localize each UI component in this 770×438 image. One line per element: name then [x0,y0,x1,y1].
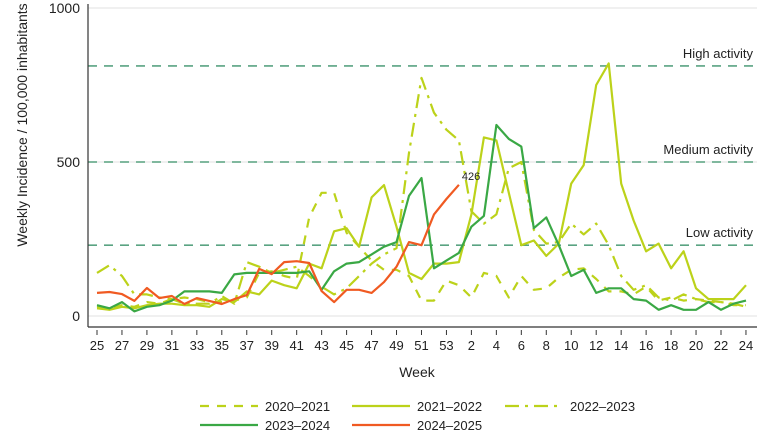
x-tick-label: 51 [414,338,428,353]
activity-thresholds: High activity Medium activity Low activity [88,46,757,246]
latest-value-annotation: 426 [462,171,480,183]
legend: 2020–2021 2021–2022 2022–2023 2023–2024 2024… [200,399,635,433]
series-line-2023–2024 [96,123,747,313]
x-axis-label: Week [399,364,436,380]
x-tick-label: 8 [543,338,550,353]
series-lines [96,62,747,313]
x-tick-label: 14 [614,338,628,353]
y-tick-label: 1000 [49,0,80,16]
x-tick-label: 41 [289,338,303,353]
axes: 25 27 29 31 33 35 37 39 41 43 45 47 49 51 53 2 4 6 8 10 12 14… [87,4,757,353]
x-tick-label: 2 [468,338,475,353]
threshold-label: High activity [683,46,754,61]
y-tick-label: 500 [57,154,81,170]
legend-label: 2021–2022 [417,399,482,414]
legend-label: 2022–2023 [570,399,635,414]
series-line-2020–2021 [96,191,746,310]
x-tick-label: 49 [389,338,403,353]
x-tick-label: 27 [115,338,129,353]
x-tick-label: 29 [140,338,154,353]
x-tick-label: 53 [439,338,453,353]
x-tick-label: 25 [90,338,104,353]
x-tick-label: 16 [639,338,653,353]
x-tick-label: 4 [493,338,500,353]
x-tick-label: 31 [165,338,179,353]
series-line-2022–2023 [96,76,747,308]
legend-label: 2020–2021 [265,399,330,414]
x-tick-label: 20 [689,338,703,353]
series-line-2021–2022 [96,62,747,311]
y-axis-label: Weekly Incidence / 100,000 inhabitants [14,3,30,246]
x-tick-label: 43 [314,338,328,353]
x-tick-label: 47 [364,338,378,353]
x-tick-label: 37 [240,338,254,353]
x-tick-label: 45 [339,338,353,353]
x-tick-label: 22 [714,338,728,353]
threshold-label: Low activity [686,225,754,240]
x-tick-label: 12 [589,338,603,353]
x-tick-label: 24 [739,338,753,353]
legend-label: 2024–2025 [417,418,482,433]
x-tick-label: 10 [564,338,578,353]
x-tick-label: 6 [518,338,525,353]
gridlines: 0 500 1000 [49,0,757,324]
x-tick-label: 33 [190,338,204,353]
threshold-label: Medium activity [663,142,753,157]
x-tick-label: 18 [664,338,678,353]
legend-label: 2023–2024 [265,418,330,433]
series-line-2024–2025 [96,184,460,306]
x-tick-label: 35 [215,338,229,353]
x-tick-label: 39 [264,338,278,353]
y-tick-label: 0 [72,308,80,324]
